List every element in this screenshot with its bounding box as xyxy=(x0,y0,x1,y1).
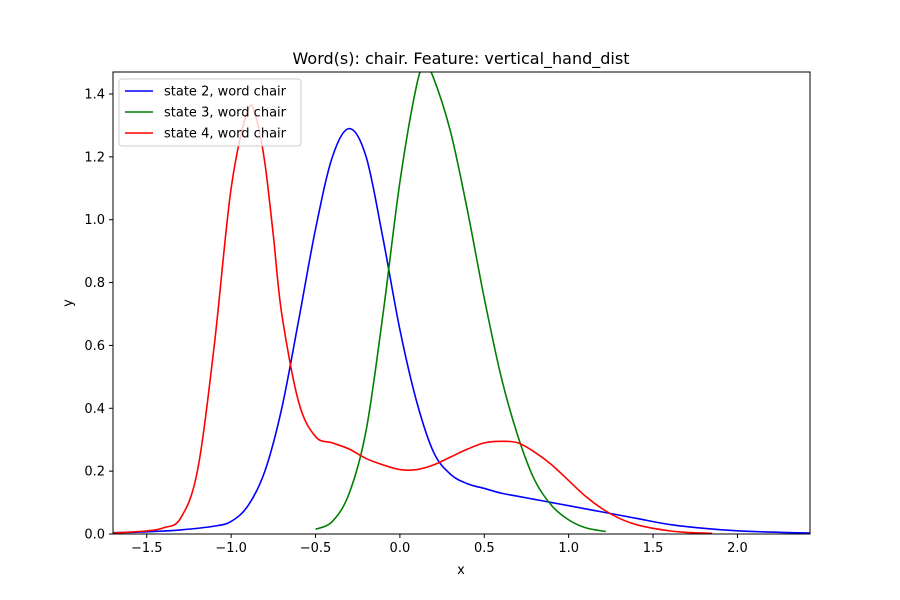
series-line-1 xyxy=(113,127,810,534)
y-tick-label: 0.6 xyxy=(84,339,105,354)
y-tick-label: 0.4 xyxy=(84,402,105,417)
y-tick-label: 0.2 xyxy=(84,465,105,480)
chart-title: Word(s): chair. Feature: vertical_hand_d… xyxy=(293,49,630,69)
x-axis: −1.5 −1.0 −0.5 0.0 0.5 1.0 1.5 2.0 xyxy=(131,534,748,556)
y-axis-label: y xyxy=(61,299,76,307)
series-line-3 xyxy=(113,104,713,534)
x-tick-label: 0.0 xyxy=(390,541,411,556)
legend-box xyxy=(118,78,302,147)
legend-label: state 2, word chair xyxy=(164,85,287,100)
x-tick-label: 1.0 xyxy=(558,541,579,556)
x-tick-label: −0.5 xyxy=(300,541,332,556)
series-line-2 xyxy=(315,72,606,533)
x-tick-label: −1.0 xyxy=(215,541,247,556)
y-tick-label: 0.8 xyxy=(84,276,105,291)
legend-label: state 4, word chair xyxy=(164,127,287,142)
legend-label: state 3, word chair xyxy=(164,106,287,121)
y-axis: 0.0 0.2 0.4 0.6 0.8 1.0 1.2 1.4 xyxy=(84,88,113,543)
y-tick-label: 1.4 xyxy=(84,88,105,103)
y-tick-label: 1.0 xyxy=(84,213,105,228)
x-axis-label: x xyxy=(457,563,465,578)
y-tick-label: 0.0 xyxy=(84,528,105,543)
x-tick-label: 1.5 xyxy=(643,541,664,556)
axes-frame xyxy=(112,71,811,535)
series-group xyxy=(113,72,810,534)
x-tick-label: 0.5 xyxy=(474,541,495,556)
y-tick-label: 1.2 xyxy=(84,150,105,165)
legend: state 2, word chair state 3, word chair st… xyxy=(118,78,302,147)
x-tick-label: −1.5 xyxy=(131,541,163,556)
x-tick-label: 2.0 xyxy=(727,541,748,556)
